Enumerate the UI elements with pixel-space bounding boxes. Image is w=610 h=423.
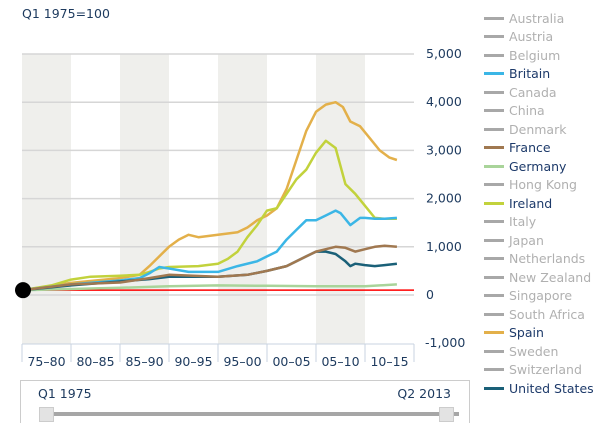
legend-swatch (484, 72, 504, 76)
series-line-france (21, 244, 398, 292)
series-line-germany (21, 283, 397, 292)
legend-label: Netherlands (509, 251, 586, 267)
legend-swatch (484, 294, 504, 298)
y-tick-label: 0 (426, 287, 434, 302)
chart-subtitle: Q1 1975=100 (22, 6, 110, 21)
legend-item[interactable]: Switzerland (484, 361, 594, 380)
series-line-britain (21, 209, 397, 292)
legend-swatch (484, 238, 504, 242)
slider-end-handle[interactable] (439, 407, 454, 422)
legend-item[interactable]: France (484, 139, 594, 158)
legend-label: Ireland (509, 195, 553, 211)
legend-swatch (484, 127, 504, 131)
slider-end-label: Q2 2013 (397, 386, 451, 401)
y-tick-label: 4,000 (426, 94, 462, 109)
x-tick-label: 90–95 (174, 354, 212, 369)
legend-label: Italy (509, 214, 537, 230)
x-tick-label: 10–15 (370, 354, 408, 369)
legend: Australia Austria Belgium Britain Canada Chin… (484, 9, 594, 398)
y-tick-label: 5,000 (426, 46, 462, 61)
legend-item[interactable]: Australia (484, 9, 594, 28)
legend-label: Australia (509, 10, 565, 26)
legend-label: South Africa (509, 306, 585, 322)
legend-item[interactable]: China (484, 102, 594, 121)
legend-label: Austria (509, 29, 554, 45)
legend-item[interactable]: United States (484, 379, 594, 398)
legend-item[interactable]: Denmark (484, 120, 594, 139)
legend-item[interactable]: Germany (484, 157, 594, 176)
legend-swatch (484, 16, 504, 20)
legend-swatch (484, 386, 504, 390)
y-tick-label: 1,000 (426, 239, 462, 254)
legend-item[interactable]: Sweden (484, 342, 594, 361)
legend-item[interactable]: Canada (484, 83, 594, 102)
y-tick-label: -1,000 (425, 335, 465, 350)
legend-label: Japan (509, 232, 544, 248)
legend-label: Germany (509, 158, 567, 174)
legend-swatch (484, 109, 504, 113)
legend-swatch (484, 164, 504, 168)
legend-label: United States (509, 380, 594, 396)
legend-swatch (484, 220, 504, 224)
legend-label: China (509, 103, 545, 119)
legend-swatch (484, 183, 504, 187)
legend-swatch (484, 312, 504, 316)
date-range-slider: Q1 1975 Q2 2013 (20, 380, 470, 423)
legend-swatch (484, 349, 504, 353)
legend-label: Singapore (509, 288, 573, 304)
legend-item[interactable]: Singapore (484, 287, 594, 306)
legend-item[interactable]: Japan (484, 231, 594, 250)
legend-swatch (484, 53, 504, 57)
legend-item[interactable]: Ireland (484, 194, 594, 213)
legend-label: New Zealand (509, 269, 592, 285)
slider-track[interactable] (54, 412, 459, 416)
legend-label: Belgium (509, 47, 561, 63)
slider-start-label: Q1 1975 (38, 386, 92, 401)
legend-item[interactable]: Netherlands (484, 250, 594, 269)
legend-item[interactable]: Austria (484, 28, 594, 47)
legend-item[interactable]: Britain (484, 65, 594, 84)
slider-start-handle[interactable] (39, 407, 54, 422)
legend-item[interactable]: Spain (484, 324, 594, 343)
legend-swatch (484, 275, 504, 279)
x-tick-label: 80–85 (76, 354, 114, 369)
x-tick-label: 85–90 (125, 354, 163, 369)
legend-label: France (509, 140, 551, 156)
legend-swatch (484, 368, 504, 372)
legend-swatch (484, 35, 504, 39)
legend-item[interactable]: Hong Kong (484, 176, 594, 195)
legend-swatch (484, 331, 504, 335)
legend-label: Denmark (509, 121, 567, 137)
legend-label: Spain (509, 325, 544, 341)
legend-swatch (484, 90, 504, 94)
legend-label: Canada (509, 84, 557, 100)
start-point-marker (15, 282, 31, 299)
legend-item[interactable]: Belgium (484, 46, 594, 65)
legend-label: Sweden (509, 343, 559, 359)
legend-item[interactable]: South Africa (484, 305, 594, 324)
line-chart: 75–80 80–85 85–90 90–95 95–00 00–05 05–10 10–15… (15, 46, 465, 369)
legend-swatch (484, 257, 504, 261)
series-line-spain (21, 100, 398, 292)
legend-item[interactable]: New Zealand (484, 268, 594, 287)
legend-label: Britain (509, 66, 551, 82)
x-tick-label: 75–80 (27, 354, 65, 369)
legend-item[interactable]: Italy (484, 213, 594, 232)
legend-swatch (484, 201, 504, 205)
legend-label: Hong Kong (509, 177, 577, 193)
y-tick-label: 3,000 (426, 142, 462, 157)
x-tick-label: 95–00 (223, 354, 261, 369)
legend-label: Switzerland (509, 362, 582, 378)
y-tick-label: 2,000 (426, 191, 462, 206)
x-tick-label: 05–10 (321, 354, 359, 369)
x-tick-label: 00–05 (272, 354, 310, 369)
series-line-ireland (21, 139, 397, 292)
legend-swatch (484, 146, 504, 150)
